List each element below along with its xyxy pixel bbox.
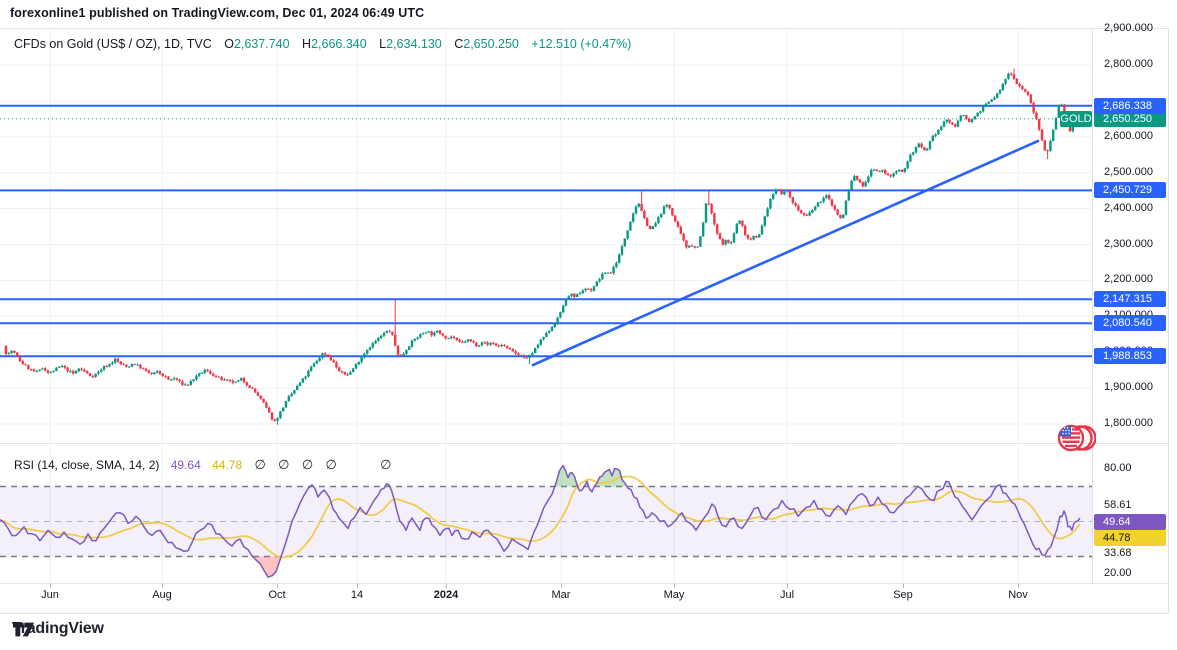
ohlc-open-label: O [224, 37, 234, 51]
time-axis-tick [674, 584, 675, 588]
ohlc-close-value: 2,650.250 [463, 37, 519, 51]
rsi-legend-title[interactable]: RSI (14, close, SMA, 14, 2) [14, 458, 160, 472]
level-price-badge: 2,450.729 [1094, 182, 1166, 198]
rsi-hidden-plot-icon: ∅ [301, 457, 314, 472]
time-axis-label: 14 [350, 589, 364, 601]
price-axis-label: 2,400.000 [1104, 202, 1153, 214]
ohlc-close-label: C [454, 37, 464, 51]
ohlc-open-value: 2,637.740 [233, 37, 290, 51]
level-price-badge: 2,080.540 [1094, 315, 1166, 331]
price-axis-label: 2,200.000 [1104, 273, 1153, 285]
attribution-text: forexonline1 published on TradingView.co… [10, 6, 425, 20]
rsi-smoothing-value: 44.78 [212, 458, 243, 472]
frame-right [1168, 28, 1169, 614]
change-value: +12.510 (+0.47%) [531, 37, 632, 51]
last-price-symbol-badge: GOLD [1060, 111, 1092, 127]
time-axis-label: Sep [893, 589, 913, 601]
time-axis-tick [162, 584, 163, 588]
time-axis-tick [561, 584, 562, 588]
time-axis-tick [446, 584, 447, 588]
time-axis-tick [277, 584, 278, 588]
ohlc-low-label: L [379, 37, 387, 51]
rsi-hidden-plot-icon: ∅ [380, 457, 392, 472]
ohlc-low-value: 2,634.130 [386, 37, 442, 51]
frame-top [0, 28, 1169, 29]
time-axis-tick [787, 584, 788, 588]
rsi-axis-label: 33.68 [1104, 547, 1132, 559]
time-axis-tick [50, 584, 51, 588]
time-axis-label: Nov [1008, 589, 1028, 601]
time-axis-tick [1018, 584, 1019, 588]
publisher-coin-logo [1058, 424, 1096, 452]
time-axis-tick [903, 584, 904, 588]
ohlc-high-label: H [302, 37, 312, 51]
frame-bottom [0, 613, 1169, 614]
rsi-main-value: 49.64 [170, 458, 201, 472]
last-price-badge: 2,650.250 [1094, 111, 1166, 127]
rsi-axis-label: 80.00 [1104, 462, 1132, 474]
rsi-axis-label: 20.00 [1104, 567, 1132, 579]
level-price-badge: 1,988.853 [1094, 348, 1166, 364]
level-price-badge: 2,686.338 [1094, 98, 1166, 114]
price-axis-label: 2,600.000 [1104, 130, 1153, 142]
rsi-hidden-plot-icon: ∅ [278, 457, 290, 472]
level-price-badge: 2,147.315 [1094, 291, 1166, 307]
time-axis-label: 2024 [433, 589, 459, 601]
time-axis-label: Mar [551, 589, 571, 601]
tradingview-logo-icon [12, 622, 35, 636]
symbol-title[interactable]: CFDs on Gold (US$ / OZ), 1D, TVC [14, 37, 212, 51]
time-axis-label: Jul [779, 589, 795, 601]
rsi-hidden-plot-icon: ∅ [254, 457, 266, 472]
time-axis-separator [0, 583, 1169, 584]
symbol-legend[interactable]: CFDs on Gold (US$ / OZ), 1D, TVC O2,637.… [14, 37, 631, 51]
rsi-legend[interactable]: RSI (14, close, SMA, 14, 2) 49.64 44.78 … [14, 457, 392, 473]
rsi-axis-label: 58.61 [1104, 499, 1132, 511]
price-axis-separator [1092, 28, 1093, 583]
pane-separator[interactable] [0, 443, 1169, 444]
price-axis-label: 2,300.000 [1104, 238, 1153, 250]
rsi-value-badge: 44.78 [1094, 530, 1166, 546]
price-axis-label: 2,800.000 [1104, 58, 1153, 70]
tradingview-wordmark: TradingView [12, 620, 104, 637]
price-axis-label: 1,800.000 [1104, 417, 1153, 429]
time-axis-label: Oct [268, 589, 286, 601]
rsi-pane-canvas[interactable] [0, 443, 1092, 583]
ohlc-high-value: 2,666.340 [311, 37, 367, 51]
price-pane-canvas[interactable] [0, 28, 1092, 443]
time-axis-label: May [663, 589, 685, 601]
tradingview-footer[interactable]: TradingView [12, 620, 104, 638]
time-axis-label: Aug [152, 589, 172, 601]
price-axis-label: 1,900.000 [1104, 381, 1153, 393]
rsi-value-badge: 49.64 [1094, 514, 1166, 530]
time-axis-label: Jun [41, 589, 59, 601]
price-axis-label: 2,900.000 [1104, 22, 1153, 34]
price-axis-label: 2,500.000 [1104, 166, 1153, 178]
rsi-hidden-plot-icon: ∅ [325, 457, 337, 472]
time-axis-tick [357, 584, 358, 588]
